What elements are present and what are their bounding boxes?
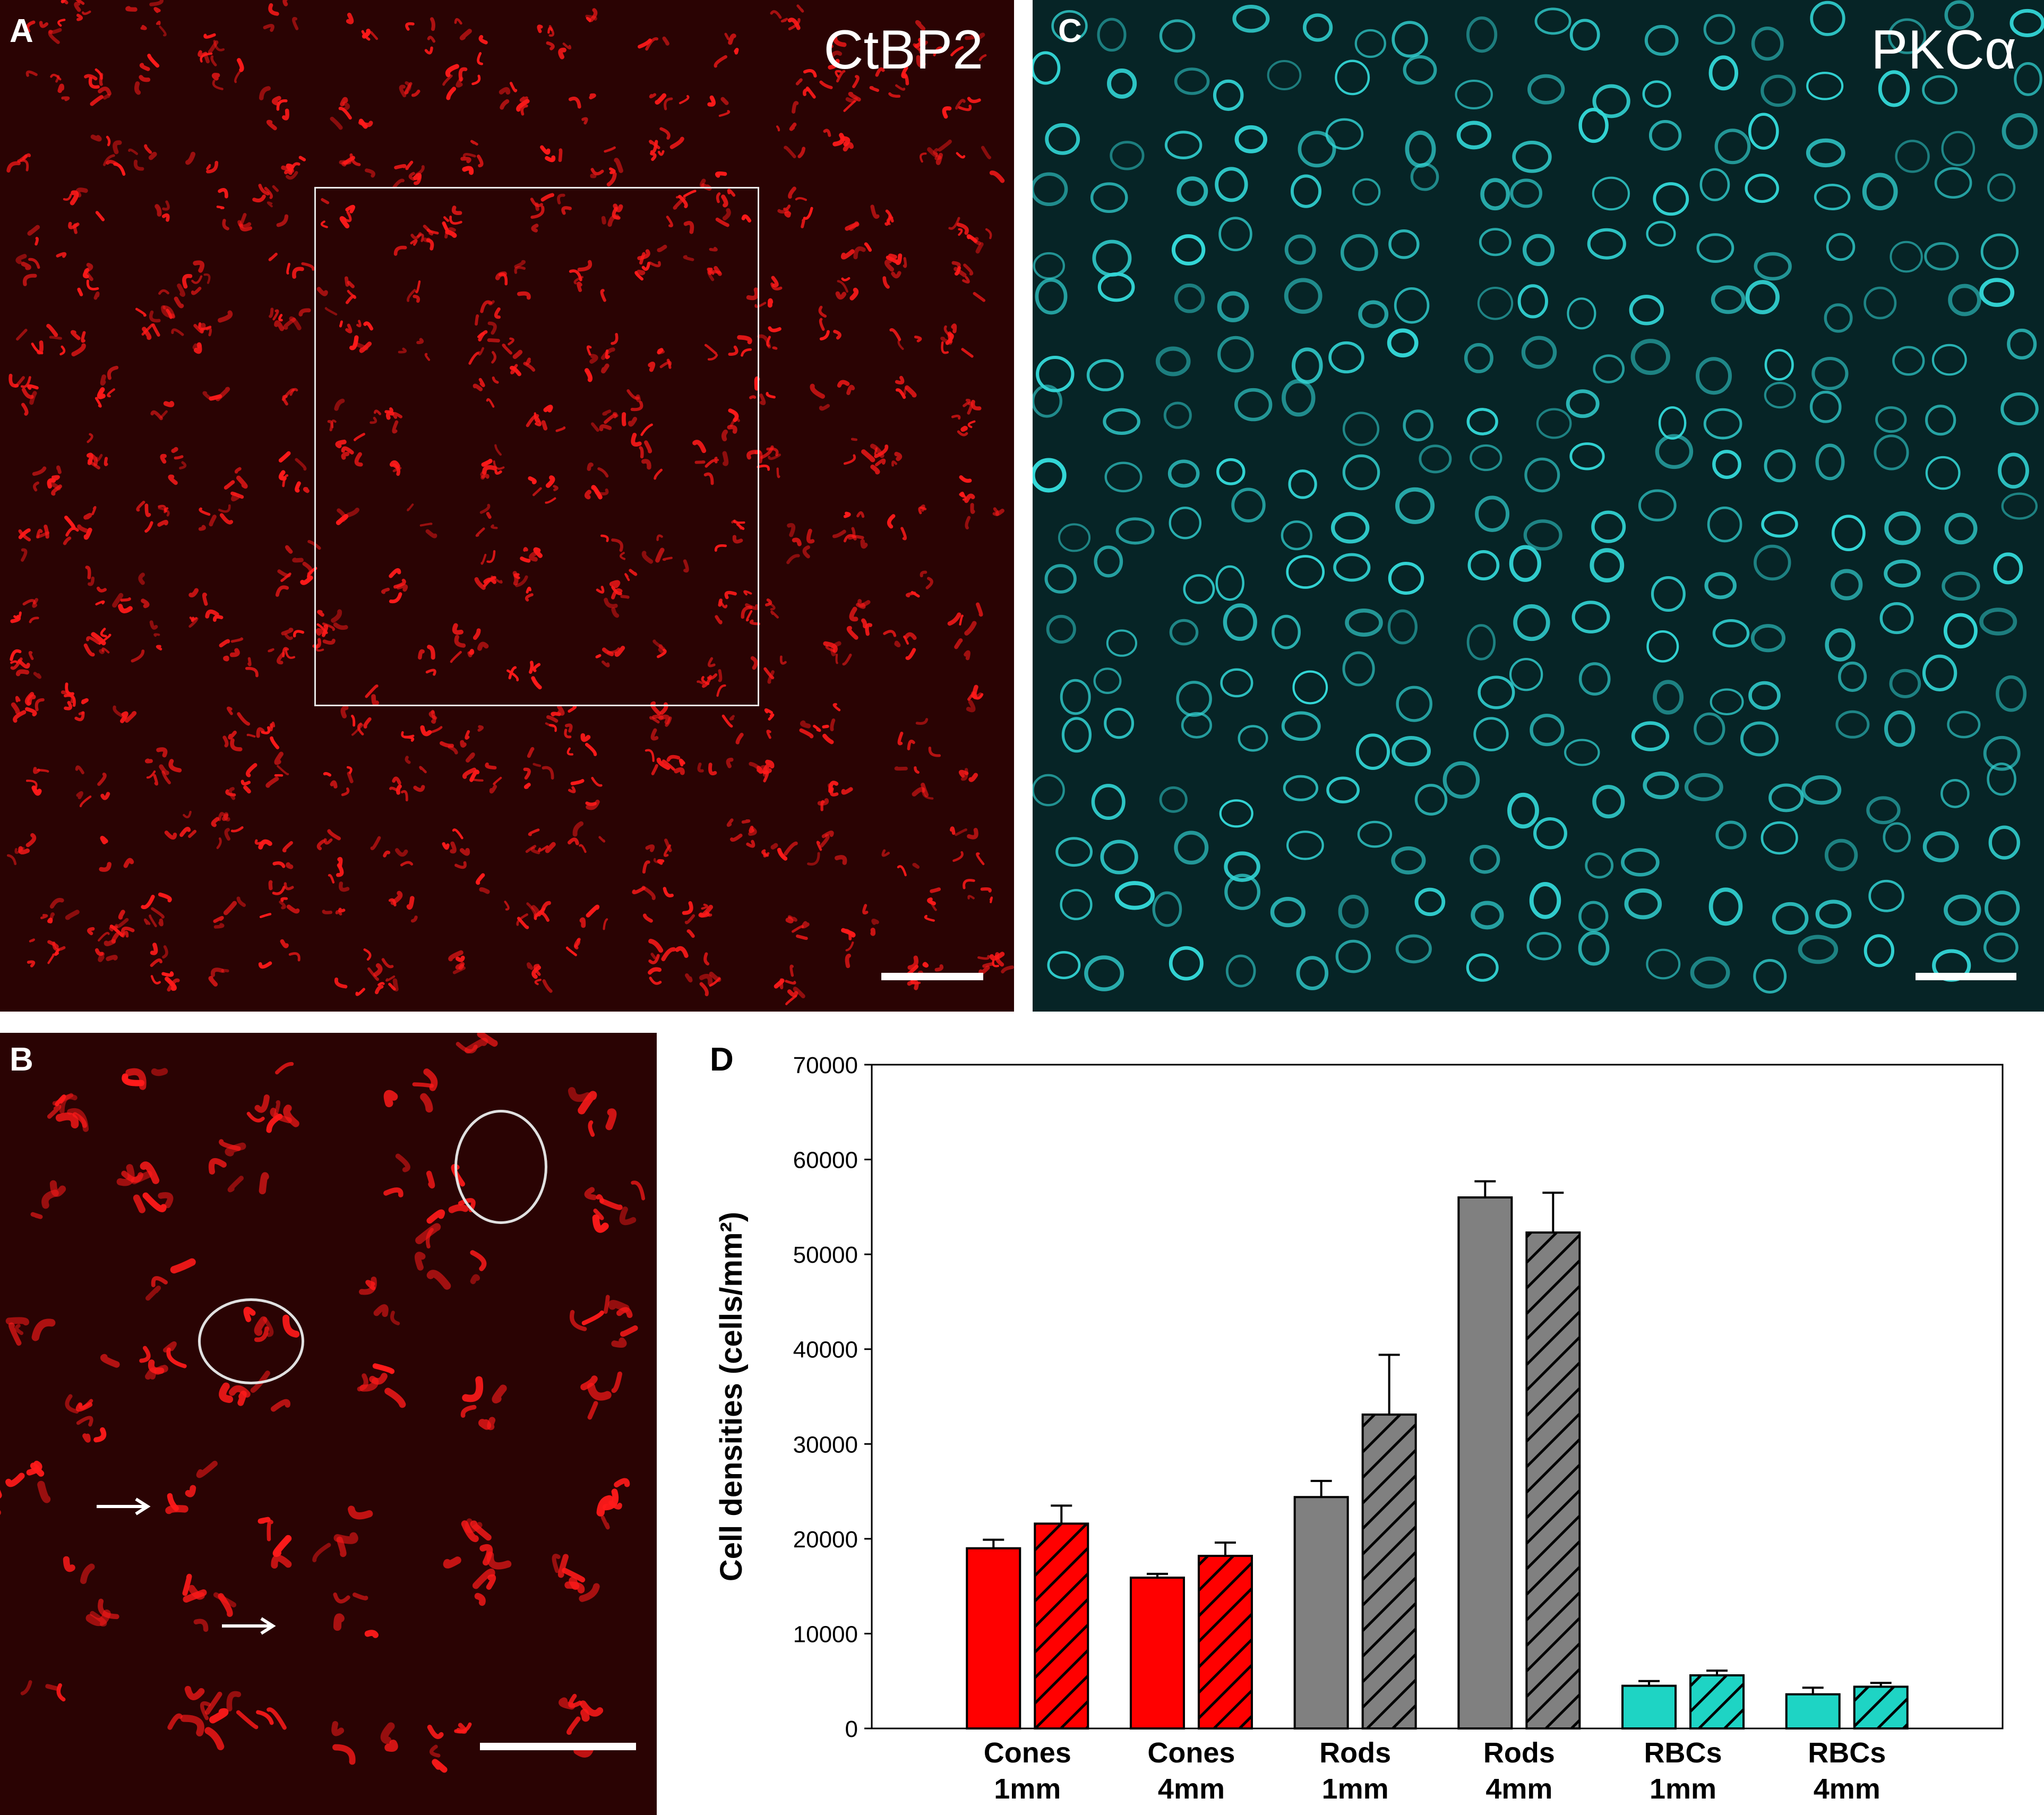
x-tick-label-eccentricity: 4mm xyxy=(1158,1773,1225,1805)
bar-rods-4mm-solid xyxy=(1457,1196,1513,1730)
bar-rods-4mm-hatched xyxy=(1525,1231,1581,1730)
x-tick-label: Rods xyxy=(1483,1737,1555,1769)
rod-spherule-arrow xyxy=(222,1617,276,1635)
stain-label: PKCα xyxy=(1871,19,2016,81)
scale-bar xyxy=(1916,973,2016,980)
x-tick-label-eccentricity: 1mm xyxy=(1322,1773,1389,1805)
bar-rbcs-4mm-hatched xyxy=(1853,1685,1909,1730)
panel-d-density-chart: D 0 10000 20000 30000 40000 50000 60000 70000 Ce… xyxy=(657,1033,2044,1815)
rod-spherule-arrow xyxy=(97,1497,151,1516)
cone-pedicle-circle xyxy=(454,1110,547,1224)
bar-cones-1mm-solid xyxy=(966,1547,1021,1730)
bar-cones-1mm-hatched xyxy=(1034,1522,1089,1730)
panel-a-ctbp2-micrograph: A CtBP2 xyxy=(0,0,1014,1012)
x-tick-label: RBCs xyxy=(1808,1737,1886,1769)
cone-pedicle-circle xyxy=(198,1298,304,1384)
bar-rods-1mm-hatched xyxy=(1361,1413,1417,1730)
y-tick-label: 10000 xyxy=(793,1621,858,1647)
bar-rods-1mm-solid xyxy=(1293,1496,1349,1730)
panel-label: D xyxy=(710,1041,734,1078)
bar-rbcs-1mm-solid xyxy=(1621,1684,1677,1730)
x-tick-label-eccentricity: 4mm xyxy=(1485,1773,1552,1805)
bar-chart: 0 10000 20000 30000 40000 50000 60000 70000 Cell… xyxy=(714,1052,2004,1805)
x-tick-label-eccentricity: 1mm xyxy=(994,1773,1061,1805)
stain-label: CtBP2 xyxy=(823,19,983,81)
x-tick-label: Cones xyxy=(1147,1737,1235,1769)
panel-b-ctbp2-inset: B xyxy=(0,1033,657,1815)
bar-cones-4mm-hatched xyxy=(1197,1555,1253,1730)
x-tick-label-eccentricity: 1mm xyxy=(1650,1773,1716,1805)
scale-bar xyxy=(480,1743,636,1750)
panel-c-pkca-micrograph: C PKCα xyxy=(1033,0,2044,1012)
ctbp2-ribbon-image xyxy=(6,0,1014,1006)
panel-label: A xyxy=(10,13,33,49)
scale-bar xyxy=(881,973,983,980)
y-axis-label: Cell densities (cells/mm²) xyxy=(714,1212,749,1581)
bar-rbcs-1mm-hatched xyxy=(1689,1674,1745,1730)
bar-rbcs-4mm-solid xyxy=(1785,1693,1841,1730)
y-tick-label: 50000 xyxy=(793,1242,858,1268)
y-tick-label: 60000 xyxy=(793,1148,858,1174)
bar-cones-4mm-solid xyxy=(1129,1577,1185,1730)
y-tick-label: 0 xyxy=(845,1716,858,1742)
pkca-bipolar-image xyxy=(1033,0,2044,994)
y-tick-label: 20000 xyxy=(793,1527,858,1553)
panel-label: B xyxy=(10,1041,33,1078)
panel-label: C xyxy=(1058,13,1082,49)
y-tick-label: 40000 xyxy=(793,1337,858,1363)
x-tick-label: RBCs xyxy=(1644,1737,1722,1769)
x-tick-label: Rods xyxy=(1319,1737,1391,1769)
y-tick-label: 70000 xyxy=(793,1052,858,1078)
inset-region-box xyxy=(314,187,759,706)
y-tick-label: 30000 xyxy=(793,1432,858,1458)
x-tick-label-eccentricity: 4mm xyxy=(1814,1773,1880,1805)
x-tick-label: Cones xyxy=(984,1737,1071,1769)
plot-frame xyxy=(871,1064,2004,1730)
ctbp2-inset-image xyxy=(0,1033,646,1773)
